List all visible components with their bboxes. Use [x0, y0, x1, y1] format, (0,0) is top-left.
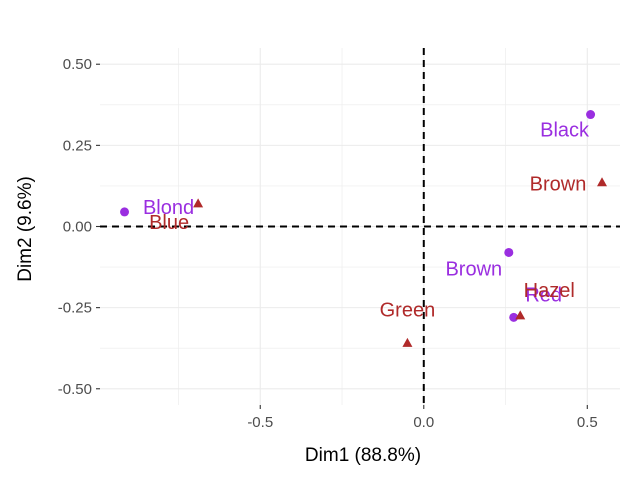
point-red-circle: [509, 312, 519, 322]
point-blue-triangle: [193, 198, 204, 208]
point-label-blond: Blond: [143, 197, 194, 219]
y-tick-label: 0.50: [63, 56, 92, 73]
data-points: [120, 110, 608, 347]
x-tick-label: -0.5: [247, 414, 273, 431]
axes: -0.5 0.0 0.5 -0.50 -0.25 0.00 0.25 0.50: [58, 56, 598, 431]
y-tick-label: -0.50: [58, 381, 92, 398]
x-tick-label: 0.5: [577, 414, 598, 431]
point-labels: Black Brown Red Blond Brown Hazel Green Blue: [143, 120, 590, 322]
y-tick-label: -0.25: [58, 300, 92, 317]
point-label-green: Green: [380, 299, 436, 321]
point-black-circle: [586, 110, 596, 120]
point-brown-triangle: [597, 177, 608, 187]
point-blond-circle: [120, 207, 130, 217]
point-label-red: Red: [525, 284, 562, 306]
point-label-brown: Brown: [530, 174, 587, 196]
y-axis-title: Dim2 (9.6%): [15, 176, 36, 282]
y-tick-label: 0.25: [63, 137, 92, 154]
point-label-blue: Blue: [149, 212, 189, 234]
point-brown-circle: [504, 247, 514, 257]
point-label-brown: Brown: [445, 258, 502, 280]
reference-lines: [100, 48, 620, 405]
point-label-black: Black: [540, 120, 590, 142]
x-tick-label: 0.0: [413, 414, 434, 431]
point-hazel-triangle: [515, 310, 526, 320]
point-label-hazel: Hazel: [524, 280, 575, 302]
x-axis-title: Dim1 (88.8%): [305, 445, 421, 466]
point-green-triangle: [402, 337, 413, 347]
y-tick-label: 0.00: [63, 219, 92, 236]
